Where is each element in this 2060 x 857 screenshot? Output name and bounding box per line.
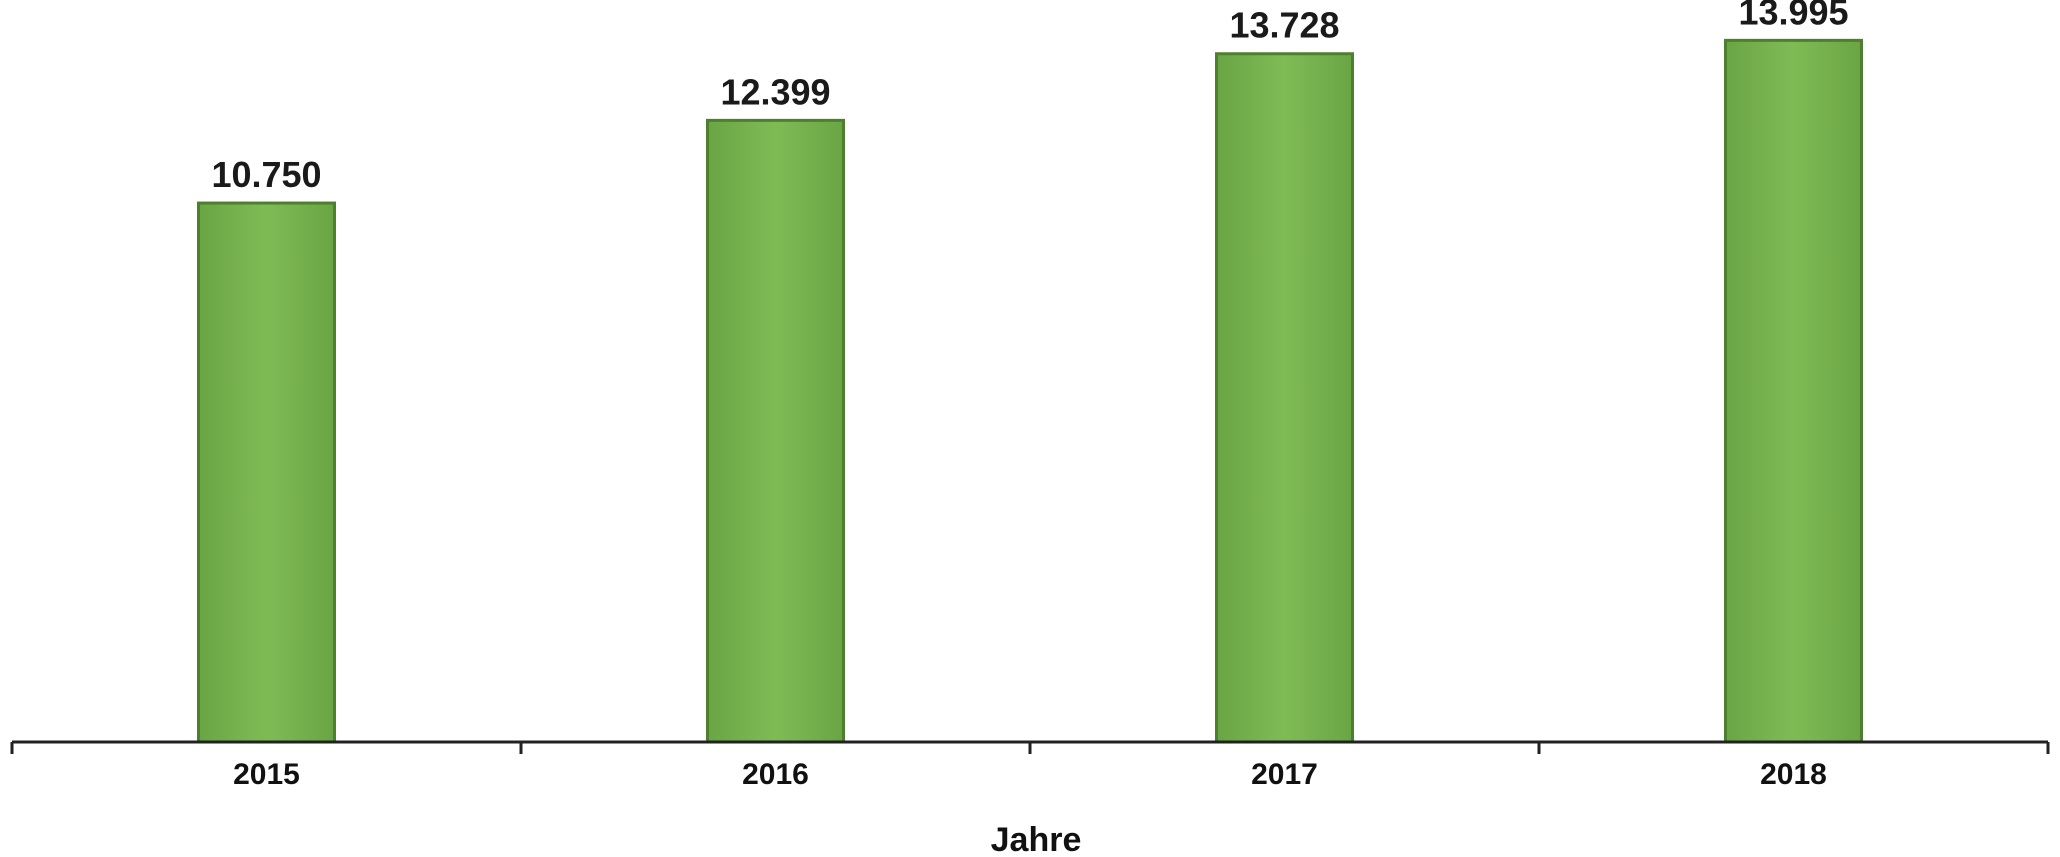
value-label-2016: 12.399 bbox=[720, 71, 830, 112]
x-tick-label-2015: 2015 bbox=[233, 758, 300, 791]
x-tick-label-2016: 2016 bbox=[742, 758, 809, 791]
bars-group bbox=[197, 38, 1863, 744]
bar-2017 bbox=[1215, 52, 1354, 744]
bar-2018 bbox=[1724, 38, 1863, 744]
bar-2015 bbox=[197, 201, 336, 744]
value-label-2015: 10.750 bbox=[211, 154, 321, 195]
value-label-2018: 13.995 bbox=[1738, 0, 1848, 32]
x-tick-label-2018: 2018 bbox=[1760, 758, 1827, 791]
x-tick-label-2017: 2017 bbox=[1251, 758, 1318, 791]
bar-2016 bbox=[706, 118, 845, 744]
x-axis-ticks bbox=[10, 742, 2050, 754]
x-axis-title: Jahre bbox=[991, 821, 1082, 857]
x-axis-tick-labels: 2015 2016 2017 2018 bbox=[233, 758, 1827, 791]
value-label-2017: 13.728 bbox=[1229, 5, 1339, 46]
value-labels-group: 10.750 12.399 13.728 13.995 bbox=[211, 0, 1848, 195]
